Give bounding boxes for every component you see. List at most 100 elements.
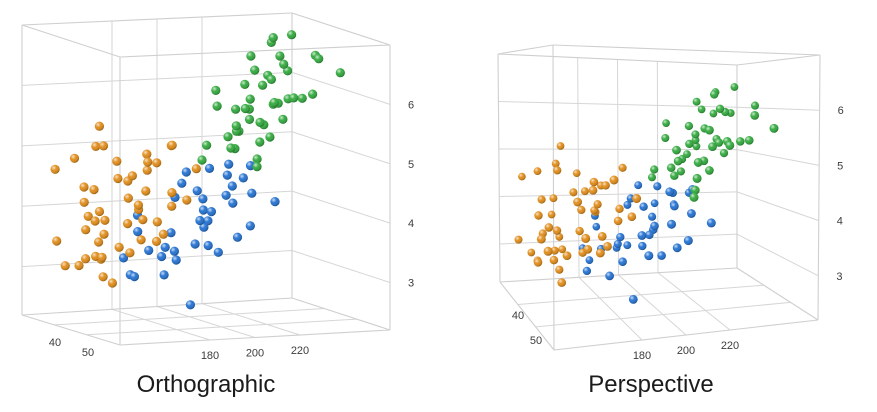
scatter-point-highlight: [557, 278, 567, 287]
scatter-point-highlight: [533, 167, 542, 176]
scatter-point-highlight: [94, 121, 104, 131]
scatter-point-highlight: [638, 241, 647, 251]
scatter-point-highlight: [198, 194, 208, 204]
scatter-point-highlight: [231, 121, 241, 131]
scatter-point-highlight: [107, 278, 117, 288]
scatter-point-highlight: [648, 212, 657, 221]
scatter-point-highlight: [514, 235, 523, 244]
z-tick-label: 40: [512, 310, 524, 322]
scatter-point-highlight: [94, 206, 105, 217]
scatter-point-highlight: [650, 165, 659, 174]
y-tick-label: 6: [408, 99, 414, 111]
side-wall-grid-line: [291, 131, 391, 165]
scatter-point-highlight: [558, 245, 567, 254]
side-wall-grid-line: [736, 106, 820, 111]
scatter-point-highlight: [245, 94, 255, 104]
scatter-point-highlight: [613, 239, 622, 249]
scatter-point-highlight: [714, 138, 724, 147]
scatter-point-highlight: [152, 217, 162, 227]
scatter-point-highlight: [245, 221, 255, 231]
scatter-point-highlight: [562, 251, 572, 261]
scatter-point-highlight: [580, 187, 589, 196]
scatter-point-highlight: [710, 90, 719, 99]
scatter-point-highlight: [709, 109, 718, 118]
y-tick-label: 4: [837, 216, 843, 228]
scatter-point-highlight: [616, 232, 625, 242]
scatter-point-highlight: [151, 236, 162, 246]
box-edge: [291, 12, 391, 46]
scatter-point-highlight: [269, 97, 279, 108]
scatter-point-highlight: [644, 251, 654, 261]
box-edge: [119, 329, 391, 346]
floor-grid-line: [517, 284, 764, 305]
scatter-point-highlight: [123, 219, 133, 229]
scatter-point-highlight: [684, 121, 694, 131]
scatter-point-highlight: [98, 141, 109, 151]
scatter-point-highlight: [543, 246, 553, 256]
box-edge: [817, 54, 821, 321]
scatter-point-highlight: [725, 140, 735, 150]
scatter-point-highlight: [278, 114, 288, 124]
scatter-point-highlight: [690, 185, 700, 195]
scatter-point-highlight: [627, 212, 637, 221]
scatter-point-highlight: [683, 236, 693, 246]
scatter-point-highlight: [544, 223, 554, 232]
side-wall-grid-line: [291, 71, 391, 105]
scatter-point-highlight: [657, 251, 666, 260]
scatter-point-highlight: [266, 74, 276, 84]
scatter-point-highlight: [572, 169, 581, 178]
floor-grid-line: [201, 303, 301, 336]
scatter-point-highlight: [100, 215, 110, 225]
scatter-point-highlight: [125, 248, 135, 258]
floor-grid-line: [535, 301, 791, 328]
scatter-point-highlight: [279, 59, 289, 69]
floor-grid-line: [86, 318, 357, 336]
floor-grid-line: [111, 308, 211, 341]
box-edge: [21, 12, 293, 26]
scatter-point-highlight: [211, 85, 221, 95]
side-wall-grid-line: [736, 149, 820, 166]
side-wall-grid-line: [291, 250, 391, 283]
scatter-point-highlight: [98, 272, 108, 282]
z-tick-label: 50: [82, 347, 94, 359]
scatter-point-highlight: [719, 148, 729, 158]
scatter-point-highlight: [138, 215, 148, 225]
scatter-point-highlight: [289, 93, 299, 103]
scatter-point-highlight: [265, 132, 275, 142]
scatter-point-highlight: [689, 192, 699, 202]
scatter-point-highlight: [212, 101, 222, 111]
scatter-point-highlight: [297, 93, 307, 103]
scatter-point-highlight: [551, 159, 560, 168]
scatter-point-highlight: [221, 190, 231, 200]
scatter-point-highlight: [692, 142, 701, 151]
scatter-point-highlight: [123, 193, 133, 203]
scatter-point-highlight: [118, 253, 129, 263]
scatter-point-highlight: [585, 256, 594, 264]
scatter-point-highlight: [555, 232, 564, 241]
scatter-point-highlight: [191, 164, 201, 174]
scatter-point-highlight: [692, 97, 701, 106]
box-edge: [552, 44, 821, 56]
y-tick-label: 4: [408, 218, 414, 230]
back-wall-grid-line: [498, 101, 738, 108]
floor-grid-line: [156, 306, 256, 338]
floor-grid-line: [657, 272, 731, 331]
scatter-point-highlight: [141, 186, 151, 196]
scatter-point-highlight: [705, 166, 714, 175]
scatter-point-highlight: [152, 158, 162, 168]
scatter-point-highlight: [595, 248, 605, 258]
scatter-point-highlight: [160, 242, 170, 252]
scatter-point-highlight: [81, 225, 91, 235]
scatter-point-highlight: [573, 197, 583, 207]
box-edge: [21, 297, 293, 316]
scatter-point-highlight: [129, 272, 139, 282]
box-edge: [497, 53, 501, 283]
scatter-point-highlight: [314, 54, 324, 64]
scatter-point-highlight: [618, 163, 627, 172]
scatter-point-highlight: [592, 222, 601, 231]
scatter-point-highlight: [650, 221, 659, 231]
scatter-point-highlight: [605, 271, 614, 281]
scatter-point-highlight: [127, 171, 137, 181]
box-edge: [497, 44, 554, 55]
scatter-point-highlight: [255, 137, 265, 147]
